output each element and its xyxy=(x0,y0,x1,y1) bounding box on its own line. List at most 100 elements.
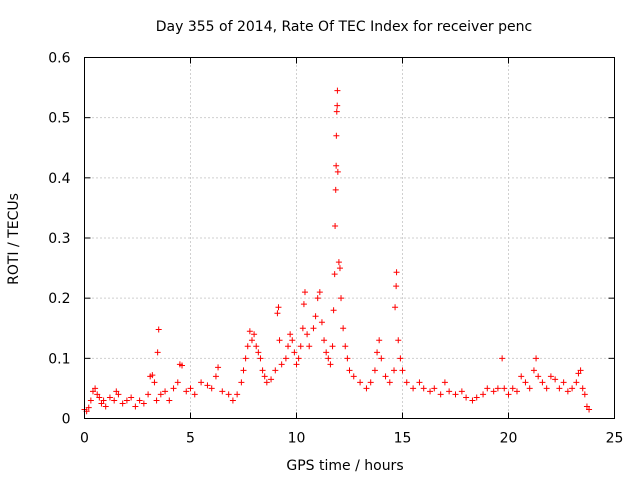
data-point xyxy=(391,367,398,374)
data-point xyxy=(145,391,152,398)
data-point xyxy=(547,373,554,380)
data-point xyxy=(310,325,317,332)
data-point xyxy=(329,343,336,350)
y-tick-label: 0.5 xyxy=(48,111,70,127)
data-point xyxy=(374,349,381,356)
y-tick-label: 0.2 xyxy=(48,291,70,307)
data-point xyxy=(333,132,340,139)
data-point xyxy=(484,385,491,392)
data-point xyxy=(92,385,99,392)
data-point xyxy=(577,367,584,374)
data-point xyxy=(560,379,567,386)
data-point xyxy=(128,394,135,401)
data-point xyxy=(552,376,559,383)
data-point xyxy=(431,385,438,392)
data-point xyxy=(323,349,330,356)
data-point xyxy=(85,404,92,411)
chart-title: Day 355 of 2014, Rate Of TEC Index for r… xyxy=(156,19,532,35)
y-tick-label: 0.4 xyxy=(48,171,70,187)
data-point xyxy=(300,301,307,308)
data-point xyxy=(314,295,321,302)
data-point xyxy=(113,388,120,395)
data-point xyxy=(268,376,275,383)
data-point xyxy=(480,391,487,398)
data-point xyxy=(162,388,169,395)
data-point xyxy=(312,313,319,320)
data-point xyxy=(334,168,341,175)
x-tick-label: 25 xyxy=(606,431,624,447)
data-point xyxy=(89,388,96,395)
data-point xyxy=(212,373,219,380)
data-point xyxy=(342,343,349,350)
data-point xyxy=(392,304,399,311)
data-point xyxy=(251,331,258,338)
x-tick-label: 20 xyxy=(500,431,518,447)
data-point xyxy=(338,295,345,302)
data-point xyxy=(119,400,126,407)
data-point xyxy=(198,379,205,386)
data-point xyxy=(393,269,400,276)
data-point xyxy=(535,373,542,380)
data-point xyxy=(299,325,306,332)
data-point xyxy=(334,102,341,109)
data-point xyxy=(257,355,264,362)
data-point xyxy=(316,289,323,296)
x-tick-label: 5 xyxy=(186,431,195,447)
data-point xyxy=(291,349,298,356)
data-point xyxy=(179,362,186,369)
data-point xyxy=(340,325,347,332)
data-point xyxy=(255,349,262,356)
data-point xyxy=(155,326,162,333)
data-point xyxy=(518,373,525,380)
data-point xyxy=(272,367,279,374)
data-point xyxy=(367,379,374,386)
data-point xyxy=(306,343,313,350)
data-point xyxy=(106,394,113,401)
data-point xyxy=(522,379,529,386)
data-point xyxy=(325,355,332,362)
data-point xyxy=(371,367,378,374)
data-point xyxy=(382,373,389,380)
data-point xyxy=(427,388,434,395)
data-point xyxy=(581,391,588,398)
data-point xyxy=(509,385,516,392)
data-point xyxy=(187,385,194,392)
data-point xyxy=(248,337,255,344)
data-point xyxy=(376,337,383,344)
data-point xyxy=(293,361,300,368)
data-point xyxy=(246,328,253,335)
data-point xyxy=(253,343,260,350)
data-point xyxy=(533,355,540,362)
data-point xyxy=(344,355,351,362)
data-point xyxy=(335,259,342,266)
data-point xyxy=(327,361,334,368)
data-point xyxy=(174,379,181,386)
data-point xyxy=(285,343,292,350)
data-point xyxy=(183,388,190,395)
data-point xyxy=(297,343,304,350)
data-point xyxy=(278,361,285,368)
data-point xyxy=(238,379,245,386)
data-point xyxy=(115,391,122,398)
data-point xyxy=(330,307,337,314)
data-point xyxy=(215,364,222,371)
x-tick-label: 10 xyxy=(288,431,306,447)
x-tick-label: 15 xyxy=(394,431,412,447)
data-point xyxy=(569,385,576,392)
data-point xyxy=(304,331,311,338)
data-point xyxy=(287,331,294,338)
data-point xyxy=(501,385,508,392)
grid xyxy=(84,57,615,419)
data-point xyxy=(136,397,143,404)
data-point xyxy=(153,397,160,404)
data-point xyxy=(473,394,480,401)
data-point xyxy=(363,385,370,392)
data-point xyxy=(219,388,226,395)
data-point xyxy=(334,87,341,94)
data-point xyxy=(446,388,453,395)
data-point xyxy=(94,391,101,398)
data-point xyxy=(458,388,465,395)
data-point xyxy=(295,355,302,362)
data-point xyxy=(564,388,571,395)
data-point xyxy=(526,385,533,392)
